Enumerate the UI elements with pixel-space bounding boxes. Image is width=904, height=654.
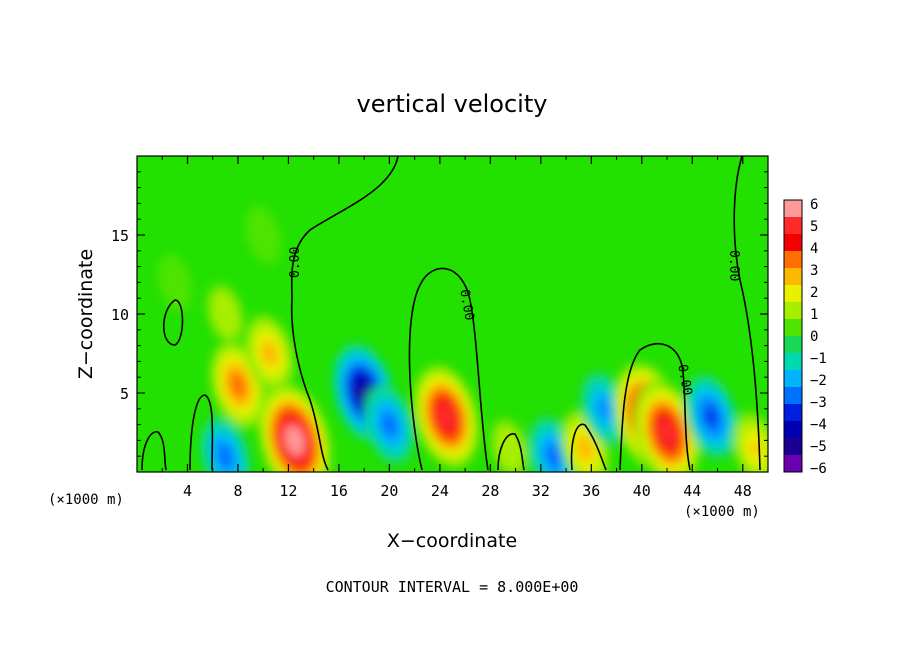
x-tick-label: 44 — [683, 482, 701, 500]
contour-labels: 0.00 0.00 0.00 0.00 — [288, 247, 741, 397]
x-tick-label: 48 — [734, 482, 752, 500]
colorbar-segment — [784, 404, 802, 422]
heatmap-cell — [205, 281, 246, 347]
colorbar-label: −6 — [810, 461, 827, 477]
colorbar-segment — [784, 438, 802, 456]
y-axis-title: Z−coordinate — [75, 249, 97, 379]
contour-band — [599, 401, 609, 417]
y-tick-label: 5 — [120, 385, 129, 403]
heatmap-cell — [200, 416, 251, 472]
colorbar-segment — [784, 387, 802, 405]
colorbar-label: −2 — [810, 373, 827, 389]
contour-band — [505, 441, 514, 455]
x-tick-label: 40 — [633, 482, 651, 500]
plot-area — [137, 156, 768, 472]
colorbar-segment — [784, 353, 802, 371]
contour-band — [259, 229, 267, 241]
contour-band — [705, 408, 717, 426]
colorbar-segment — [784, 268, 802, 286]
zero-contour-line — [141, 431, 167, 471]
colorbar-segment — [784, 370, 802, 388]
colorbar-label: 4 — [810, 241, 818, 257]
heatmap-cell — [633, 380, 701, 472]
colorbar-label: 6 — [810, 197, 818, 213]
contour-band — [287, 428, 303, 452]
contour-interval-note: CONTOUR INTERVAL = 8.000E+00 — [326, 578, 579, 596]
contour-band — [750, 440, 761, 456]
x-tick-label: 20 — [380, 482, 398, 500]
y-tick-label: 10 — [111, 306, 129, 324]
colorbar-segment — [784, 336, 802, 354]
x-axis-ticks: 4 8 12 16 20 24 28 32 36 40 44 48 — [161, 156, 752, 500]
contour-band — [221, 307, 230, 321]
y-axis-ticks: 5 10 15 — [111, 171, 768, 457]
x-tick-label: 28 — [481, 482, 499, 500]
colorbar-segment — [784, 421, 802, 439]
heatmap-cell — [412, 364, 480, 470]
zero-contour-line — [408, 267, 489, 471]
contour-band — [232, 376, 244, 395]
contour-label: 0.00 — [288, 247, 303, 278]
colorbar-segment — [784, 251, 802, 269]
contour-band — [384, 416, 395, 433]
colorbar-label: 5 — [810, 219, 818, 235]
heatmap-cell — [684, 374, 739, 460]
zero-contour-line — [290, 156, 399, 471]
zero-contour-line — [619, 342, 691, 471]
colorbar-label: −1 — [810, 351, 827, 367]
x-unit-label-right: (×1000 m) — [684, 504, 760, 520]
x-tick-label: 4 — [183, 482, 192, 500]
contour-band — [660, 422, 674, 443]
x-tick-label: 24 — [431, 482, 449, 500]
zero-contour-line — [497, 433, 525, 471]
x-tick-label: 36 — [582, 482, 600, 500]
heatmap-cell — [157, 254, 192, 311]
zero-contour-line — [189, 394, 214, 471]
colorbar-label: 3 — [810, 263, 818, 279]
colorbar-frame — [783, 199, 803, 473]
zero-contour-line — [570, 423, 607, 471]
colorbar-segment — [784, 200, 802, 218]
contour-label: 0.00 — [726, 250, 741, 281]
colorbar-segment — [784, 285, 802, 303]
colorbar-label: −4 — [810, 417, 827, 433]
colorbar-label: 2 — [810, 285, 818, 301]
contour-label: 0.00 — [456, 288, 476, 321]
colorbar-label: 1 — [810, 307, 818, 323]
colorbar-segment — [784, 455, 802, 473]
contour-band — [579, 440, 591, 457]
zero-contour-line — [163, 299, 184, 346]
zero-contour-line — [733, 156, 761, 471]
colorbar-segment — [784, 302, 802, 320]
colorbar-segment — [784, 319, 802, 337]
heatmap-cell — [244, 313, 295, 394]
colorbar-segment — [784, 217, 802, 235]
chart-title: vertical velocity — [357, 90, 548, 118]
contour-label: 0.00 — [674, 363, 694, 396]
colorbar-label: −3 — [810, 395, 827, 411]
x-tick-label: 16 — [330, 482, 348, 500]
x-unit-label-left: (×1000 m) — [48, 492, 124, 508]
colorbar: 6 5 4 3 2 1 0 −1 −2 −3 −4 −5 −6 — [783, 197, 827, 477]
x-tick-label: 8 — [233, 482, 242, 500]
x-tick-label: 32 — [532, 482, 550, 500]
heatmap-cell — [245, 205, 281, 265]
contour-band — [264, 345, 275, 362]
colorbar-label: −5 — [810, 439, 827, 455]
zero-contours — [141, 156, 761, 471]
colorbar-label: 0 — [810, 329, 818, 345]
y-tick-label: 15 — [111, 227, 129, 245]
x-axis-title: X−coordinate — [387, 530, 517, 552]
x-tick-label: 12 — [279, 482, 297, 500]
contour-band — [439, 406, 453, 428]
colorbar-segment — [784, 234, 802, 252]
contour-band — [220, 448, 231, 465]
heatmap-cell — [731, 410, 768, 472]
contour-band — [171, 276, 179, 289]
heatmap-cell — [364, 384, 415, 465]
contour-band — [548, 448, 559, 465]
